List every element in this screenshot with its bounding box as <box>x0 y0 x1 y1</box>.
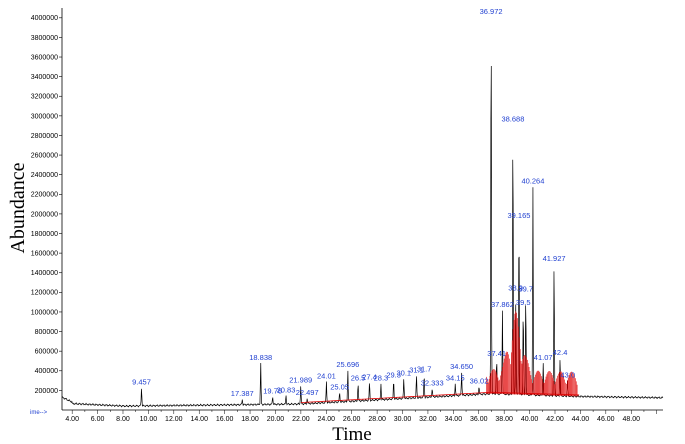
x-tick-label: 38.00 <box>495 416 513 423</box>
x-tick-label: 40.00 <box>521 416 539 423</box>
peak-label: 31.7 <box>417 365 432 374</box>
peak-label: 37.41 <box>487 349 506 358</box>
tic-trace <box>61 66 664 408</box>
peak-label: 37.862 <box>491 300 514 309</box>
x-axis-label: Time <box>332 424 371 444</box>
x-tick-label: 14.00 <box>190 416 208 423</box>
y-tick-label: 3400000 <box>31 74 58 81</box>
peak-label: 21.989 <box>289 375 312 384</box>
y-tick-label: 2600000 <box>31 152 58 159</box>
y-tick-label: 2800000 <box>31 133 58 140</box>
x-tick-label: 26.00 <box>343 416 361 423</box>
y-tick-label: 2000000 <box>31 211 58 218</box>
x-tick-label: 8.00 <box>116 416 130 423</box>
y-tick-label: 800000 <box>35 329 58 336</box>
x-tick-label: 48.00 <box>622 416 640 423</box>
peak-label: 28.3 <box>374 374 389 383</box>
x-tick-label: 28.00 <box>368 416 386 423</box>
y-axis-label: Abundance <box>7 162 29 253</box>
x-tick-label: 22.00 <box>292 416 310 423</box>
y-tick-label: 200000 <box>35 388 58 395</box>
y-tick-label: 3200000 <box>31 94 58 101</box>
y-tick-label: 3800000 <box>31 35 58 42</box>
peak-label: 9.457 <box>132 377 151 386</box>
peak-label: 22.497 <box>296 388 319 397</box>
peak-label: 36.972 <box>480 7 503 16</box>
x-tick-label: 24.00 <box>318 416 336 423</box>
x-tick-label: 30.00 <box>394 416 412 423</box>
peak-label: 42.4 <box>553 348 568 357</box>
y-tick-label: 400000 <box>35 368 58 375</box>
y-tick-label: 3600000 <box>31 54 58 61</box>
peak-label: 18.838 <box>249 353 272 362</box>
peak-label: 39.5 <box>516 298 531 307</box>
x-tick-label: 36.00 <box>470 416 488 423</box>
peak-label: 26.5 <box>351 374 366 383</box>
peak-label: 38.9 <box>508 283 523 292</box>
peak-label: 40.264 <box>521 176 544 185</box>
x-tick-label: 34.00 <box>445 416 463 423</box>
y-tick-label: 1200000 <box>31 290 58 297</box>
peak-label: 25.05 <box>330 382 349 391</box>
x-tick-label: 10.00 <box>140 416 158 423</box>
y-tick-label: 4000000 <box>31 15 58 22</box>
peak-label: 17.387 <box>231 389 254 398</box>
integration-baseline <box>300 391 580 403</box>
peak-label: 41.07 <box>534 353 553 362</box>
peak-label: 36.02 <box>470 376 489 385</box>
x-tick-label: 16.00 <box>216 416 234 423</box>
y-tick-label: 1400000 <box>31 270 58 277</box>
x-tick-label: 42.00 <box>546 416 564 423</box>
y-tick-label: 2400000 <box>31 172 58 179</box>
x-axis-prefix: ime--> <box>30 410 48 416</box>
y-tick-label: 2200000 <box>31 192 58 199</box>
x-tick-label: 18.00 <box>241 416 259 423</box>
peak-label: 39.7 <box>518 284 533 293</box>
peak-label: 38.688 <box>501 115 524 124</box>
peak-label: 34.650 <box>450 362 473 371</box>
y-tick-label: 600000 <box>35 349 58 356</box>
peak-label: 24.01 <box>317 372 336 381</box>
peak-label: 41.927 <box>543 254 566 263</box>
peak-label: 32.333 <box>421 378 444 387</box>
x-tick-label: 6.00 <box>91 416 105 423</box>
x-tick-label: 20.00 <box>267 416 285 423</box>
peak-label: 27.4 <box>362 373 377 382</box>
x-tick-label: 12.00 <box>165 416 183 423</box>
peak-label: 43.0 <box>560 371 575 380</box>
peak-label: 39.165 <box>507 211 530 220</box>
peak-label: 31.1 <box>409 366 424 375</box>
y-tick-label: 3000000 <box>31 113 58 120</box>
y-tick-label: 1600000 <box>31 251 58 258</box>
y-tick-label: 1000000 <box>31 309 58 316</box>
x-tick-label: 46.00 <box>597 416 615 423</box>
x-tick-label: 4.00 <box>65 416 79 423</box>
x-tick-label: 32.00 <box>419 416 437 423</box>
peak-label: 30.1 <box>396 369 411 378</box>
peak-label: 25.696 <box>336 360 359 369</box>
peak-label: 34.15 <box>446 374 465 383</box>
peak-label: 20.83 <box>277 385 296 394</box>
x-tick-label: 44.00 <box>572 416 590 423</box>
y-tick-label: 1800000 <box>31 231 58 238</box>
peak-label: 19.78 <box>263 386 282 395</box>
peak-label: 29.3 <box>386 371 401 380</box>
